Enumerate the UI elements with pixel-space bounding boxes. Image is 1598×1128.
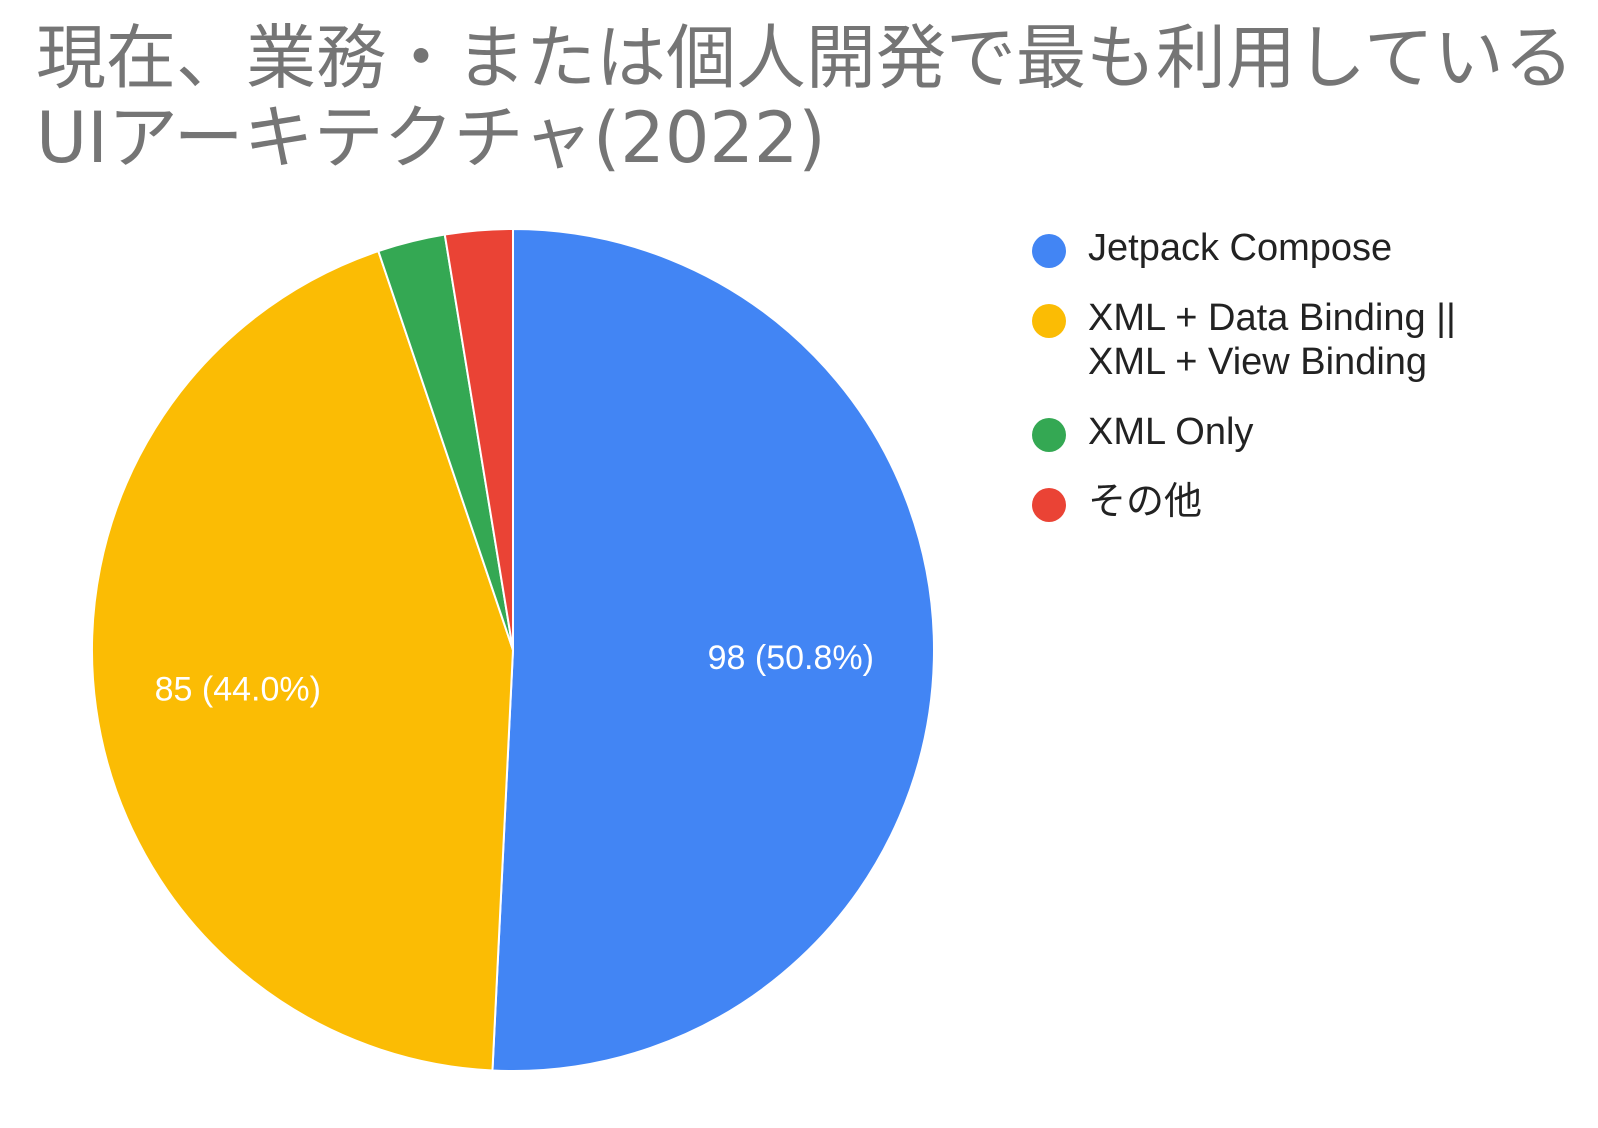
data-label-0: 98 (50.8%): [708, 639, 874, 677]
pie-slice-3: [443, 227, 514, 651]
legend-label: Jetpack Compose: [1088, 227, 1393, 269]
legend: Jetpack Compose XML + Data Binding || XM…: [1032, 226, 1548, 550]
legend-item-xml-binding: XML + Data Binding || XML + View Binding: [1032, 296, 1548, 384]
pie-slice-0: [491, 227, 935, 1072]
pie-slice-1: [90, 249, 515, 1072]
data-label-1: 85 (44.0%): [155, 670, 321, 708]
legend-swatch: [1032, 304, 1066, 338]
legend-swatch: [1032, 488, 1066, 522]
legend-swatch: [1032, 418, 1066, 452]
legend-item-xml-only: XML Only: [1032, 410, 1548, 454]
chart-title: 現在、業務・または個人開発で最も利用しているUIアーキテクチャ(2022): [36, 17, 1574, 179]
legend-swatch: [1032, 234, 1066, 268]
legend-label: XML + Data Binding || XML + View Binding: [1088, 297, 1456, 383]
legend-label: XML Only: [1088, 411, 1254, 453]
legend-item-jetpack-compose: Jetpack Compose: [1032, 226, 1548, 270]
legend-item-other: その他: [1032, 480, 1548, 524]
legend-label: その他: [1088, 481, 1203, 523]
